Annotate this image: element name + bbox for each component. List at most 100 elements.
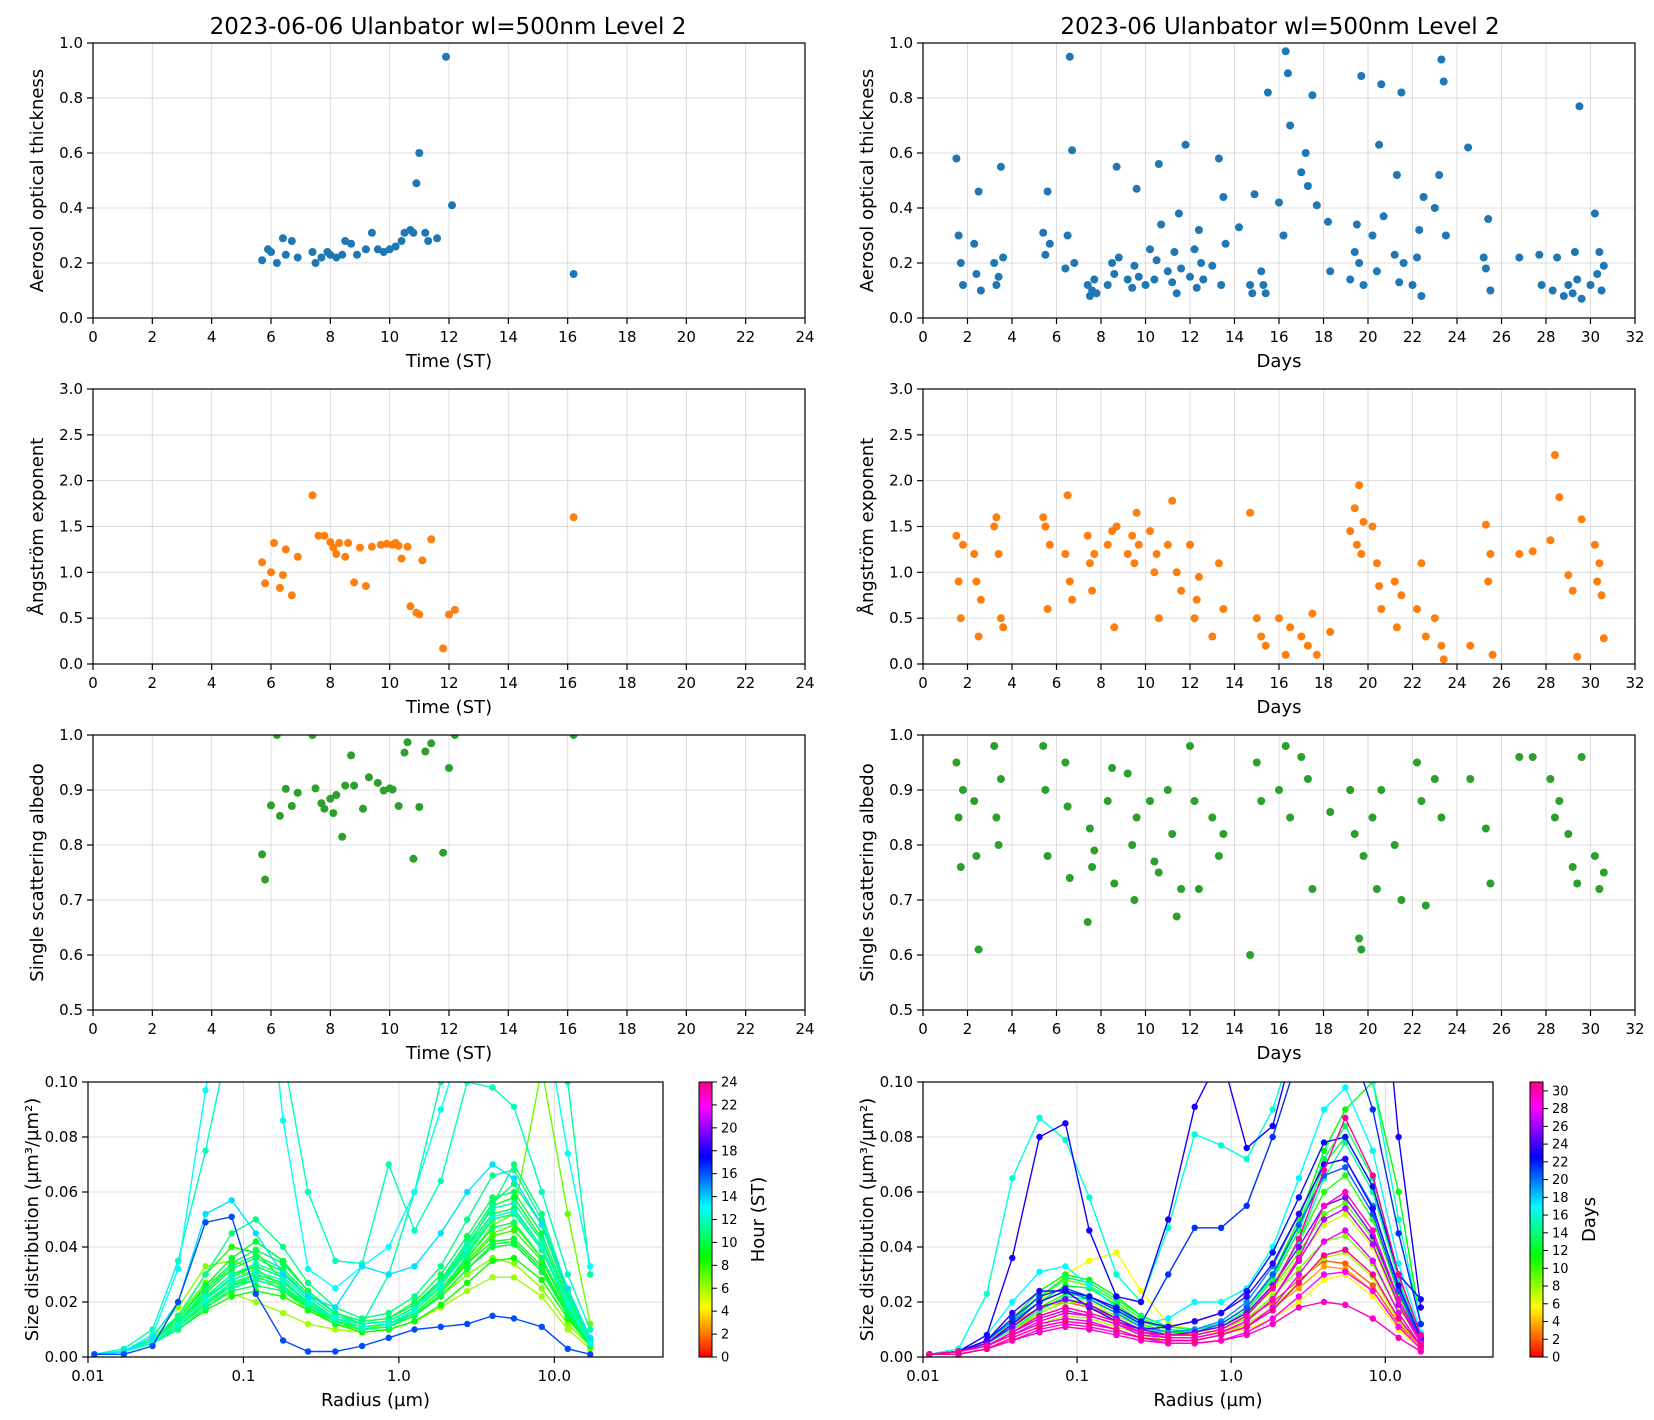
data-point [1303, 775, 1312, 783]
y-tick-label: 0.8 [59, 836, 83, 854]
colorbar-tick-label: 16 [1552, 1209, 1569, 1224]
x-tick-label: 2 [148, 328, 158, 346]
data-point [970, 797, 979, 805]
data-point [569, 735, 578, 739]
data-point [1137, 1334, 1145, 1342]
data-point [1369, 1172, 1377, 1179]
data-point [1219, 193, 1228, 201]
data-point [1320, 1166, 1328, 1174]
y-tick-label: 1.0 [59, 726, 83, 744]
y-tick-label: 0.5 [59, 609, 83, 627]
series-line [926, 1114, 1425, 1357]
colorbar-tick-label: 4 [1552, 1315, 1560, 1330]
data-point [347, 751, 356, 760]
data-point [1417, 559, 1426, 568]
y-tick-label: 0.7 [889, 891, 913, 909]
axes-frame [922, 1081, 1494, 1358]
data-point [1295, 1298, 1303, 1306]
data-point [1430, 775, 1439, 783]
data-point [281, 784, 290, 793]
data-point [1146, 527, 1154, 536]
data-point [1191, 1298, 1198, 1306]
data-point [1036, 1268, 1043, 1276]
x-tick-label: 0 [88, 674, 98, 692]
data-point [1123, 769, 1132, 778]
series-path [929, 1158, 1422, 1355]
data-point [1009, 1309, 1016, 1317]
data-point [403, 738, 412, 747]
data-point [174, 1298, 182, 1306]
colorbar-tick-label: 30 [1552, 1084, 1569, 1099]
plot-area [952, 742, 1608, 959]
data-point [510, 1274, 518, 1281]
data-point [1043, 852, 1052, 860]
data-point [1190, 614, 1199, 623]
data-point [279, 1271, 287, 1278]
data-point [275, 811, 284, 820]
data-point [489, 1274, 496, 1281]
data-point [1163, 540, 1172, 549]
size-distribution-monthly-chart: 0.01 0.1 1.0 10.0 0.00 0.02 0.04 0.06 0.08 0.10 Ra… [857, 1073, 1494, 1411]
data-point [959, 786, 967, 794]
plot-area [952, 451, 1608, 664]
data-point [350, 578, 359, 587]
data-point [1312, 650, 1321, 659]
data-point [272, 735, 281, 739]
data-point [1537, 281, 1546, 289]
data-point [992, 281, 1001, 289]
data-point [1009, 1254, 1016, 1262]
data-point [1103, 540, 1112, 549]
data-point [1036, 1323, 1043, 1331]
data-point [1368, 231, 1377, 240]
data-point [1342, 1188, 1349, 1196]
data-point [1395, 1323, 1402, 1331]
data-point [1221, 239, 1230, 248]
data-point [538, 1238, 545, 1245]
data-point [1486, 286, 1495, 295]
data-point [1484, 577, 1493, 586]
x-tick-label: 10.0 [538, 1367, 571, 1385]
data-point [996, 775, 1005, 783]
data-point [1593, 270, 1602, 278]
data-point [450, 735, 459, 739]
data-point [489, 1241, 496, 1248]
data-point [1342, 1133, 1349, 1141]
data-point [332, 1348, 339, 1355]
data-point [1246, 281, 1255, 289]
data-point [1295, 1285, 1303, 1292]
data-point [1177, 264, 1186, 273]
data-point [1165, 1331, 1172, 1339]
data-point [1108, 764, 1117, 772]
data-point [397, 554, 406, 563]
series-path [929, 1196, 1422, 1355]
data-point [1481, 520, 1490, 529]
data-point [1217, 281, 1226, 289]
data-point [1150, 568, 1159, 577]
data-point [1039, 513, 1048, 522]
data-point [1577, 515, 1586, 524]
data-point [1086, 1227, 1093, 1234]
x-tick-label: 18 [1314, 328, 1333, 346]
colorbar-tick-label: 20 [1552, 1173, 1569, 1188]
data-point [1320, 1271, 1328, 1278]
data-point [1191, 1131, 1198, 1138]
data-point [1369, 1271, 1377, 1278]
data-point [448, 201, 456, 210]
y-tick-label: 0.0 [59, 655, 83, 673]
data-point [1152, 550, 1161, 558]
y-tick-label: 1.0 [59, 563, 83, 581]
colorbar-tick-label: 0 [1552, 1351, 1560, 1366]
data-point [1599, 868, 1608, 877]
data-point [279, 1243, 287, 1251]
data-point [489, 1232, 496, 1240]
data-point [955, 1351, 962, 1357]
data-point [358, 1342, 366, 1350]
data-point [1397, 896, 1406, 904]
data-point [1083, 281, 1092, 289]
x-tick-label: 4 [1007, 328, 1017, 346]
data-point [1086, 1320, 1093, 1328]
y-axis-label: Size distribution (µm³/µm²) [22, 1098, 43, 1341]
data-point [445, 764, 453, 772]
y-tick-label: 0.4 [59, 199, 83, 217]
data-point [335, 539, 344, 547]
